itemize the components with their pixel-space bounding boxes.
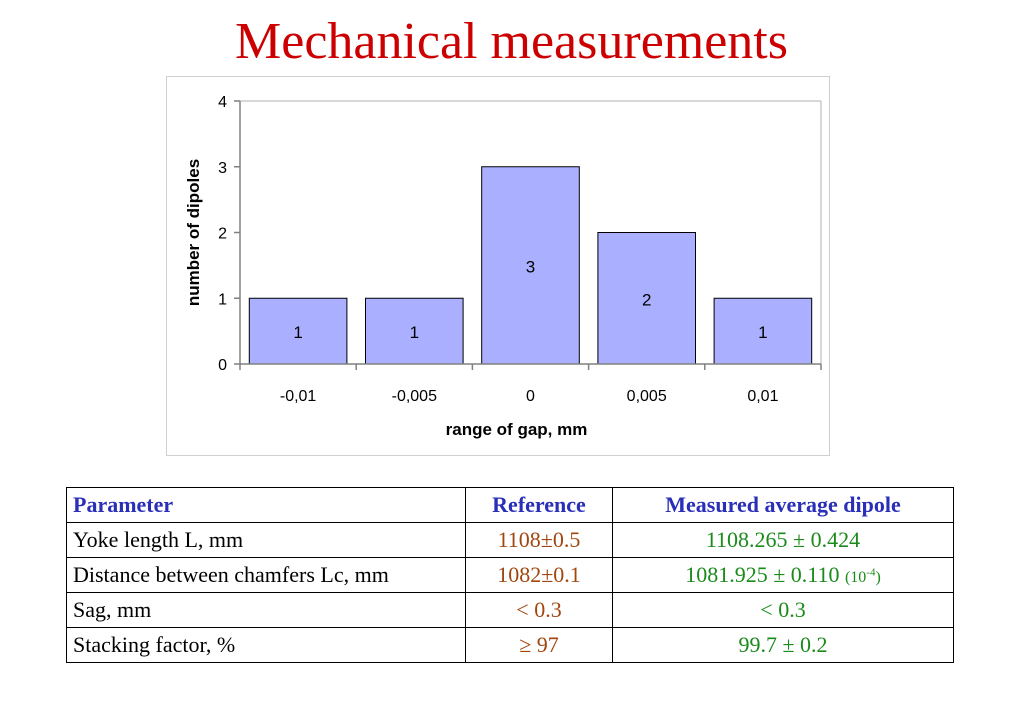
slide-title: Mechanical measurements (235, 13, 788, 70)
reference-cell: ≥ 97 (465, 627, 613, 663)
y-tick-label: 0 (218, 357, 227, 374)
x-tick-label: -0,01 (280, 388, 317, 405)
bar (481, 166, 580, 365)
measured-value: 1081.925 ± 0.110 (685, 562, 840, 587)
measured-unit-exponent: -4 (866, 566, 876, 579)
bar (364, 297, 464, 365)
bar-data-label: 2 (642, 290, 651, 309)
measured-unit: (10-4) (844, 566, 881, 586)
parameter-cell: Sag, mm (66, 592, 466, 628)
measured-cell: 1108.265 ± 0.424 (612, 522, 954, 558)
bar-data-label: 1 (293, 323, 302, 342)
bar-data-label: 1 (758, 323, 767, 342)
bar (248, 297, 348, 365)
y-tick-label: 3 (218, 160, 227, 177)
x-axis-title: range of gap, mm (446, 420, 588, 439)
x-tick-label: -0,005 (392, 388, 437, 405)
parameter-cell: Distance between chamfers Lc, mm (66, 557, 466, 593)
x-tick-label: 0 (526, 388, 535, 405)
reference-cell: 1108±0.5 (465, 522, 613, 558)
parameter-cell: Yoke length L, mm (66, 522, 466, 558)
table-row: Sag, mm < 0.3 < 0.3 (66, 592, 954, 628)
table-row: Yoke length L, mm 1108±0.5 1108.265 ± 0.… (66, 522, 954, 558)
x-tick-label: 0,01 (747, 388, 778, 405)
header-parameter: Parameter (66, 487, 466, 523)
reference-cell: 1082±0.1 (465, 557, 613, 593)
table-header-row: Parameter Reference Measured average dip… (66, 487, 954, 523)
measured-unit-base: (10 (844, 569, 867, 586)
bar-chart: 1 1 3 2 1 0 1 2 3 4 -0,01 -0,005 0 0,005 0,01 range of … (184, 94, 822, 439)
parameter-cell: Stacking factor, % (66, 627, 466, 663)
chart-container: 1 1 3 2 1 0 1 2 3 4 -0,01 -0,005 0 0,005 0,01 range of … (166, 76, 830, 456)
y-tick-label: 1 (218, 291, 227, 308)
bar-data-label: 3 (526, 257, 535, 276)
table-row: Stacking factor, % ≥ 97 99.7 ± 0.2 (66, 627, 954, 663)
measured-cell: < 0.3 (612, 592, 954, 628)
bar (597, 232, 697, 365)
measured-unit-close: ) (875, 569, 881, 586)
x-tick-label: 0,005 (627, 388, 667, 405)
y-tick-label: 4 (218, 94, 227, 111)
header-reference: Reference (465, 487, 613, 523)
bar-data-label: 1 (410, 323, 419, 342)
reference-cell: < 0.3 (465, 592, 613, 628)
y-tick-label: 2 (218, 226, 227, 243)
table-row: Distance between chamfers Lc, mm 1082±0.… (66, 557, 954, 593)
y-axis-title: number of dipoles (184, 159, 203, 306)
header-measured: Measured average dipole (612, 487, 954, 523)
parameters-table: Parameter Reference Measured average dip… (66, 487, 954, 663)
measured-cell: 99.7 ± 0.2 (612, 627, 954, 663)
bar (713, 297, 813, 365)
measured-cell: 1081.925 ± 0.110 (10-4) (612, 557, 954, 593)
